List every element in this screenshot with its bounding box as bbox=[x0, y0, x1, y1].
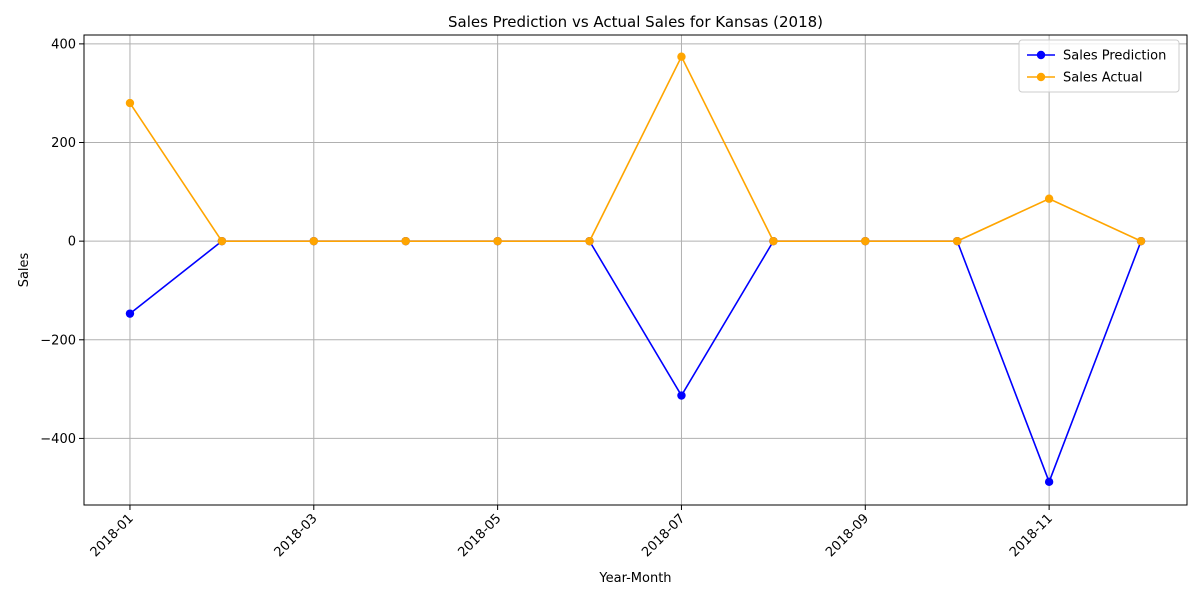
data-point bbox=[585, 236, 594, 246]
legend-swatch-marker bbox=[1036, 50, 1046, 60]
data-point bbox=[769, 236, 778, 246]
grid bbox=[84, 35, 1187, 505]
chart-title: Sales Prediction vs Actual Sales for Kan… bbox=[448, 13, 823, 31]
plot-frame bbox=[83, 34, 1188, 506]
x-tick-label: 2018-11 bbox=[1007, 511, 1056, 560]
y-axis-label: Sales bbox=[17, 252, 32, 287]
series-line-0 bbox=[129, 240, 1142, 485]
data-point bbox=[401, 236, 410, 246]
data-point bbox=[953, 236, 962, 246]
data-point bbox=[677, 52, 686, 61]
y-tick-label: 400 bbox=[51, 37, 76, 52]
x-tick-label: 2018-07 bbox=[639, 511, 688, 560]
data-point bbox=[309, 236, 318, 246]
data-point bbox=[125, 98, 135, 108]
data-point bbox=[217, 236, 227, 246]
y-axis-ticks: −400 −200 0 200 400 bbox=[40, 37, 84, 447]
data-point bbox=[677, 391, 686, 400]
data-point bbox=[125, 309, 135, 318]
x-axis-label: Year-Month bbox=[598, 571, 671, 586]
x-tick-label: 2018-03 bbox=[272, 511, 321, 560]
data-point bbox=[1136, 236, 1146, 246]
legend-entry-label: Sales Actual bbox=[1063, 71, 1142, 86]
y-tick-label: 200 bbox=[51, 136, 76, 151]
y-tick-label: −400 bbox=[40, 432, 76, 447]
series-line-1 bbox=[129, 54, 1142, 242]
x-axis-ticks: 2018-01 2018-03 2018-05 2018-07 2018-09 2018-… bbox=[88, 505, 1056, 560]
legend-box bbox=[1018, 39, 1180, 93]
y-tick-label: −200 bbox=[40, 333, 76, 348]
data-point bbox=[1044, 477, 1054, 487]
legend: Sales Prediction Sales Actual bbox=[1018, 39, 1180, 93]
legend-swatch-marker bbox=[1036, 72, 1046, 82]
x-tick-label: 2018-05 bbox=[455, 511, 504, 560]
data-point bbox=[1044, 194, 1054, 203]
legend-entry-label: Sales Prediction bbox=[1063, 49, 1166, 64]
x-tick-label: 2018-09 bbox=[823, 511, 872, 560]
data-point bbox=[861, 236, 870, 246]
y-tick-label: 0 bbox=[68, 235, 76, 250]
x-tick-label: 2018-01 bbox=[88, 511, 137, 560]
data-point bbox=[493, 236, 502, 246]
series-layer bbox=[125, 52, 1146, 487]
